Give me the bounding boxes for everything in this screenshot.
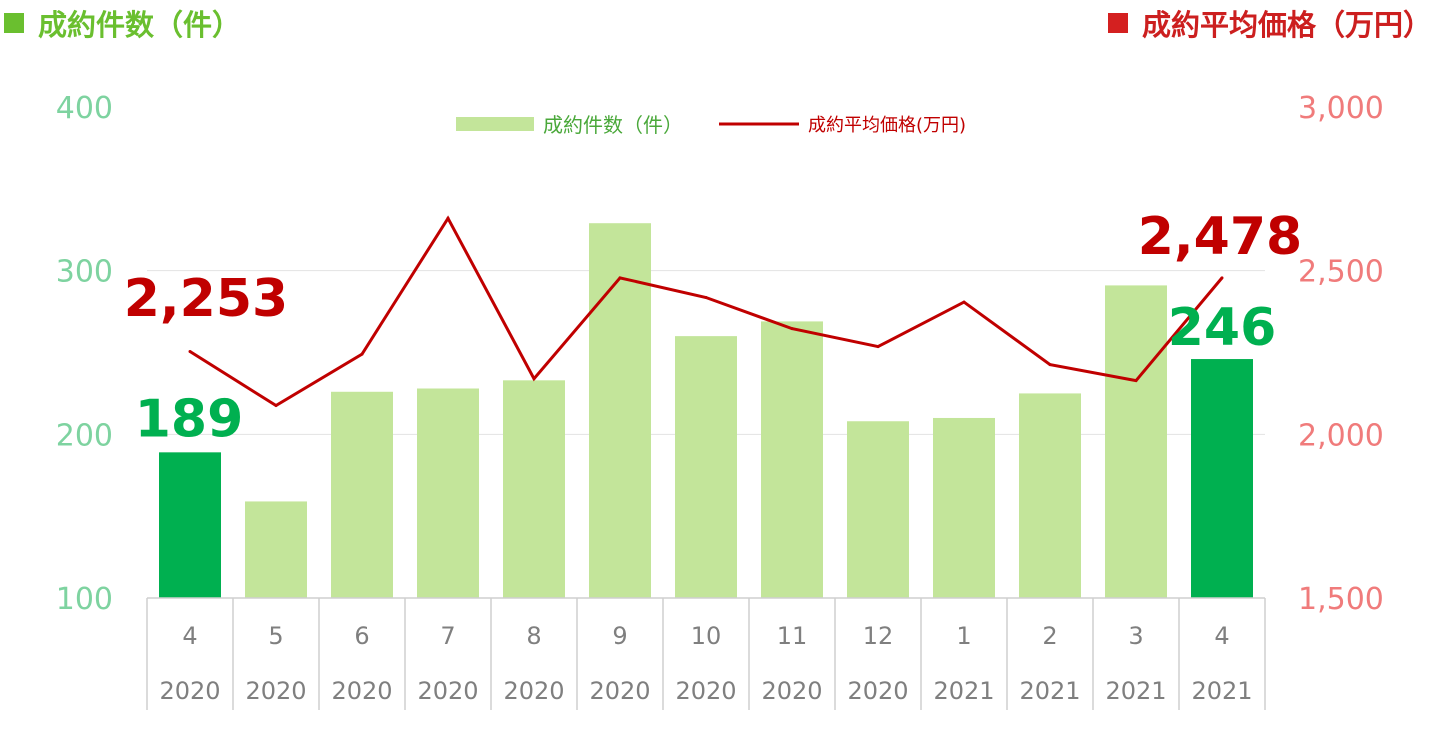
price-point xyxy=(962,300,966,304)
price-point xyxy=(446,216,450,220)
bar xyxy=(933,417,995,598)
price-point xyxy=(790,327,794,331)
bar xyxy=(417,388,479,598)
year-tick-label: 2020 xyxy=(761,677,822,705)
right-axis-tick-label: 1,500 xyxy=(1298,582,1384,617)
year-tick-label: 2020 xyxy=(675,677,736,705)
right-axis-tick-label: 2,000 xyxy=(1298,418,1384,453)
price-point xyxy=(532,377,536,381)
month-tick-label: 6 xyxy=(354,622,369,650)
month-tick-label: 9 xyxy=(612,622,627,650)
year-tick-label: 2020 xyxy=(417,677,478,705)
month-tick-label: 7 xyxy=(440,622,455,650)
price-point xyxy=(360,352,364,356)
month-tick-label: 4 xyxy=(182,622,197,650)
bar xyxy=(589,223,651,598)
year-tick-label: 2020 xyxy=(159,677,220,705)
bar xyxy=(1105,285,1167,598)
right-axis-header-text: 成約平均価格（万円） xyxy=(1141,8,1432,42)
bar xyxy=(847,421,909,598)
year-tick-label: 2020 xyxy=(245,677,306,705)
bar xyxy=(503,380,565,598)
right-axis-tick-label: 3,000 xyxy=(1298,91,1384,126)
left-axis-header-text: 成約件数（件） xyxy=(38,8,242,42)
price-point xyxy=(1048,363,1052,367)
bar xyxy=(159,452,221,598)
legend-swatch-bar xyxy=(456,117,534,131)
data-label-line-start: 2,253 xyxy=(124,269,288,329)
year-tick-label: 2021 xyxy=(1191,677,1252,705)
legend-label-bar: 成約件数（件） xyxy=(543,113,683,137)
data-label-bar-start: 189 xyxy=(135,389,244,449)
left-axis-tick-label: 200 xyxy=(56,418,113,453)
data-label-line-end: 2,478 xyxy=(1138,207,1302,267)
month-tick-label: 10 xyxy=(691,622,722,650)
month-tick-label: 11 xyxy=(777,622,808,650)
year-tick-label: 2020 xyxy=(847,677,908,705)
month-tick-label: 12 xyxy=(863,622,894,650)
right-axis-header: 成約平均価格（万円） xyxy=(1107,2,1432,44)
legend-label-line: 成約平均価格(万円) xyxy=(808,115,966,136)
year-tick-label: 2021 xyxy=(1019,677,1080,705)
price-point xyxy=(704,296,708,300)
left-axis-tick-label: 100 xyxy=(56,582,113,617)
month-tick-label: 4 xyxy=(1214,622,1229,650)
left-axis-tick-label: 300 xyxy=(56,255,113,290)
data-label-bar-end: 246 xyxy=(1168,298,1277,358)
year-tick-label: 2020 xyxy=(503,677,564,705)
month-tick-label: 1 xyxy=(956,622,971,650)
price-point xyxy=(1220,276,1224,280)
price-point xyxy=(618,276,622,280)
bar xyxy=(1019,393,1081,598)
year-tick-label: 2021 xyxy=(1105,677,1166,705)
price-point xyxy=(274,404,278,408)
bar xyxy=(331,391,393,598)
price-point xyxy=(1134,379,1138,383)
bar xyxy=(761,321,823,598)
red-square-icon xyxy=(1107,13,1128,33)
year-tick-label: 2021 xyxy=(933,677,994,705)
month-tick-label: 3 xyxy=(1128,622,1143,650)
left-axis-header: 成約件数（件） xyxy=(4,2,241,44)
bar xyxy=(675,336,737,598)
green-square-icon xyxy=(4,13,24,33)
month-tick-label: 2 xyxy=(1042,622,1057,650)
bar xyxy=(1191,359,1253,598)
left-axis-tick-label: 400 xyxy=(56,91,113,126)
month-tick-label: 8 xyxy=(526,622,541,650)
year-tick-label: 2020 xyxy=(589,677,650,705)
year-tick-label: 2020 xyxy=(331,677,392,705)
price-point xyxy=(188,350,192,354)
price-point xyxy=(876,345,880,349)
month-tick-label: 5 xyxy=(268,622,283,650)
right-axis-tick-label: 2,500 xyxy=(1298,255,1384,290)
bar xyxy=(245,501,307,598)
